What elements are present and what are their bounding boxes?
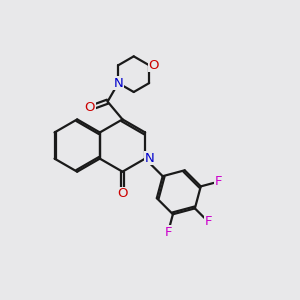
Text: O: O — [117, 187, 128, 200]
Text: N: N — [113, 76, 123, 90]
Text: F: F — [215, 175, 223, 188]
Text: F: F — [164, 226, 172, 239]
Text: O: O — [148, 59, 159, 72]
Text: O: O — [85, 101, 95, 114]
Text: F: F — [204, 215, 212, 228]
Text: N: N — [144, 152, 154, 164]
